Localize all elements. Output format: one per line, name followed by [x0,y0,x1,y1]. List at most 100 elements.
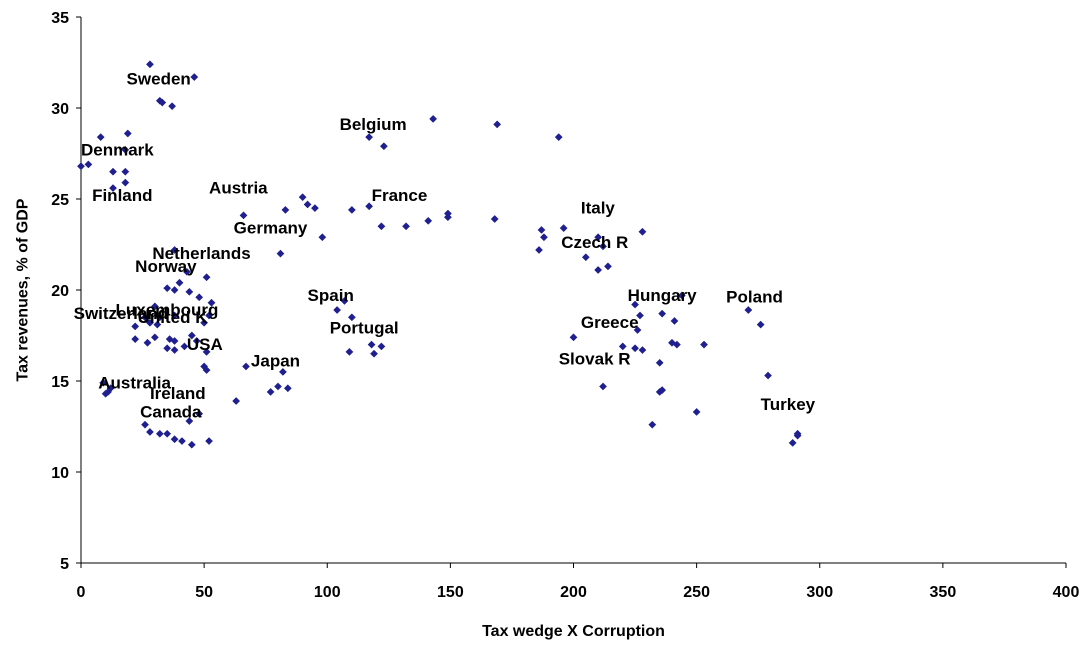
y-tick-label: 30 [51,101,69,118]
data-point [200,318,209,327]
data-point [377,342,386,351]
data-point [365,202,374,211]
axis-ticks: 0 50 100 150 200 250 300 350 400 5 10 15 20 25 30 35 [51,10,1079,601]
y-tick-label: 5 [60,556,69,573]
data-point [310,204,319,213]
data-point [744,306,753,314]
data-point [99,378,108,387]
data-point [370,349,378,358]
data-point [668,338,676,347]
data-point [677,291,686,300]
data-point [756,320,765,329]
data-point [636,311,644,320]
data-point [379,142,388,151]
country-label: Spain [308,286,354,305]
data-point [185,287,194,296]
country-label: Luxembourg [115,300,218,319]
data-point [493,120,502,129]
data-point [150,333,159,342]
data-point [266,387,275,396]
data-point [141,313,149,322]
data-point [175,278,184,287]
data-point [109,184,117,193]
data-point [554,133,563,142]
data-point [187,440,196,449]
country-label: Australia [98,373,171,392]
data-point [182,267,191,276]
country-label: France [372,186,428,205]
data-point [793,429,802,438]
data-point [170,246,179,254]
country-label: Norway [135,257,197,276]
data-point [764,371,772,380]
data-point [618,342,627,351]
data-point [239,211,248,220]
data-point [604,262,612,271]
x-tick-label: 100 [314,584,341,601]
data-point [190,73,199,82]
data-point [202,273,211,282]
data-point [594,233,603,242]
country-label: Canada [140,402,202,421]
data-point [180,342,189,351]
data-point [121,145,130,154]
data-point [131,322,140,331]
data-point [429,114,438,123]
axes [80,17,1066,564]
data-point [658,309,667,318]
data-point [700,340,708,349]
country-label: United K [138,308,209,327]
data-point [170,286,179,294]
data-point [670,316,679,325]
country-label: Netherlands [152,244,250,263]
data-point [195,293,204,302]
data-point [490,215,499,223]
data-point [145,428,154,436]
x-tick-label: 350 [930,584,957,601]
data-point [121,178,130,187]
data-point [424,216,433,225]
data-point [178,437,186,446]
data-point [599,382,608,391]
data-point [170,311,179,320]
data-point [402,222,411,231]
data-point [347,313,356,322]
data-points [77,60,802,449]
x-tick-label: 200 [560,584,587,601]
data-point [672,340,681,349]
data-point [658,386,667,395]
data-point [298,193,307,202]
y-tick-label: 25 [51,192,69,209]
country-label: Japan [251,351,300,370]
data-point [187,331,196,340]
data-point [145,318,154,327]
data-point [788,438,797,447]
country-label: Sweden [127,69,191,88]
data-point [638,346,647,355]
x-tick-label: 250 [683,584,710,601]
data-point [158,98,167,107]
data-point [121,167,130,176]
data-point [303,200,312,209]
data-point [205,311,214,320]
country-label: Denmark [81,140,154,159]
x-tick-label: 150 [437,584,464,601]
data-point [599,242,608,251]
data-point [276,249,285,258]
data-point [655,358,664,367]
y-axis-title: Tax revenues, % of GDP [15,198,32,381]
x-axis-title: Tax wedge X Corruption [482,623,665,640]
data-point [537,225,546,234]
data-point [633,326,642,334]
data-point [202,366,211,375]
country-label: Finland [92,186,152,205]
data-point [170,337,179,345]
data-point [163,429,172,438]
data-point [340,296,349,305]
data-point [278,367,287,376]
data-point [242,362,250,371]
data-point [638,227,647,236]
data-point [155,313,164,322]
data-point [347,205,356,214]
